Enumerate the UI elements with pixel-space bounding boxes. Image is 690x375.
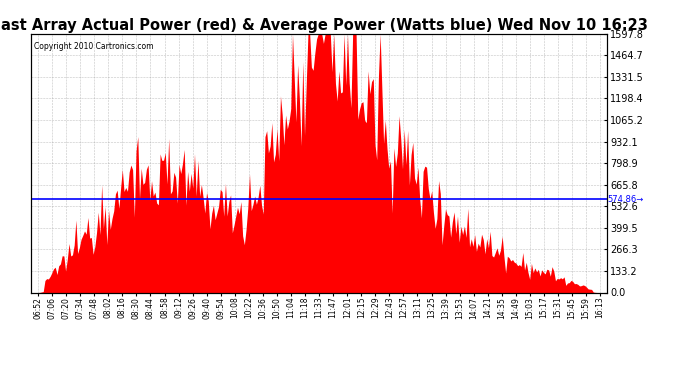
Text: 574.86→: 574.86→ — [607, 195, 644, 204]
Text: Copyright 2010 Cartronics.com: Copyright 2010 Cartronics.com — [34, 42, 153, 51]
Title: East Array Actual Power (red) & Average Power (Watts blue) Wed Nov 10 16:23: East Array Actual Power (red) & Average … — [0, 18, 647, 33]
